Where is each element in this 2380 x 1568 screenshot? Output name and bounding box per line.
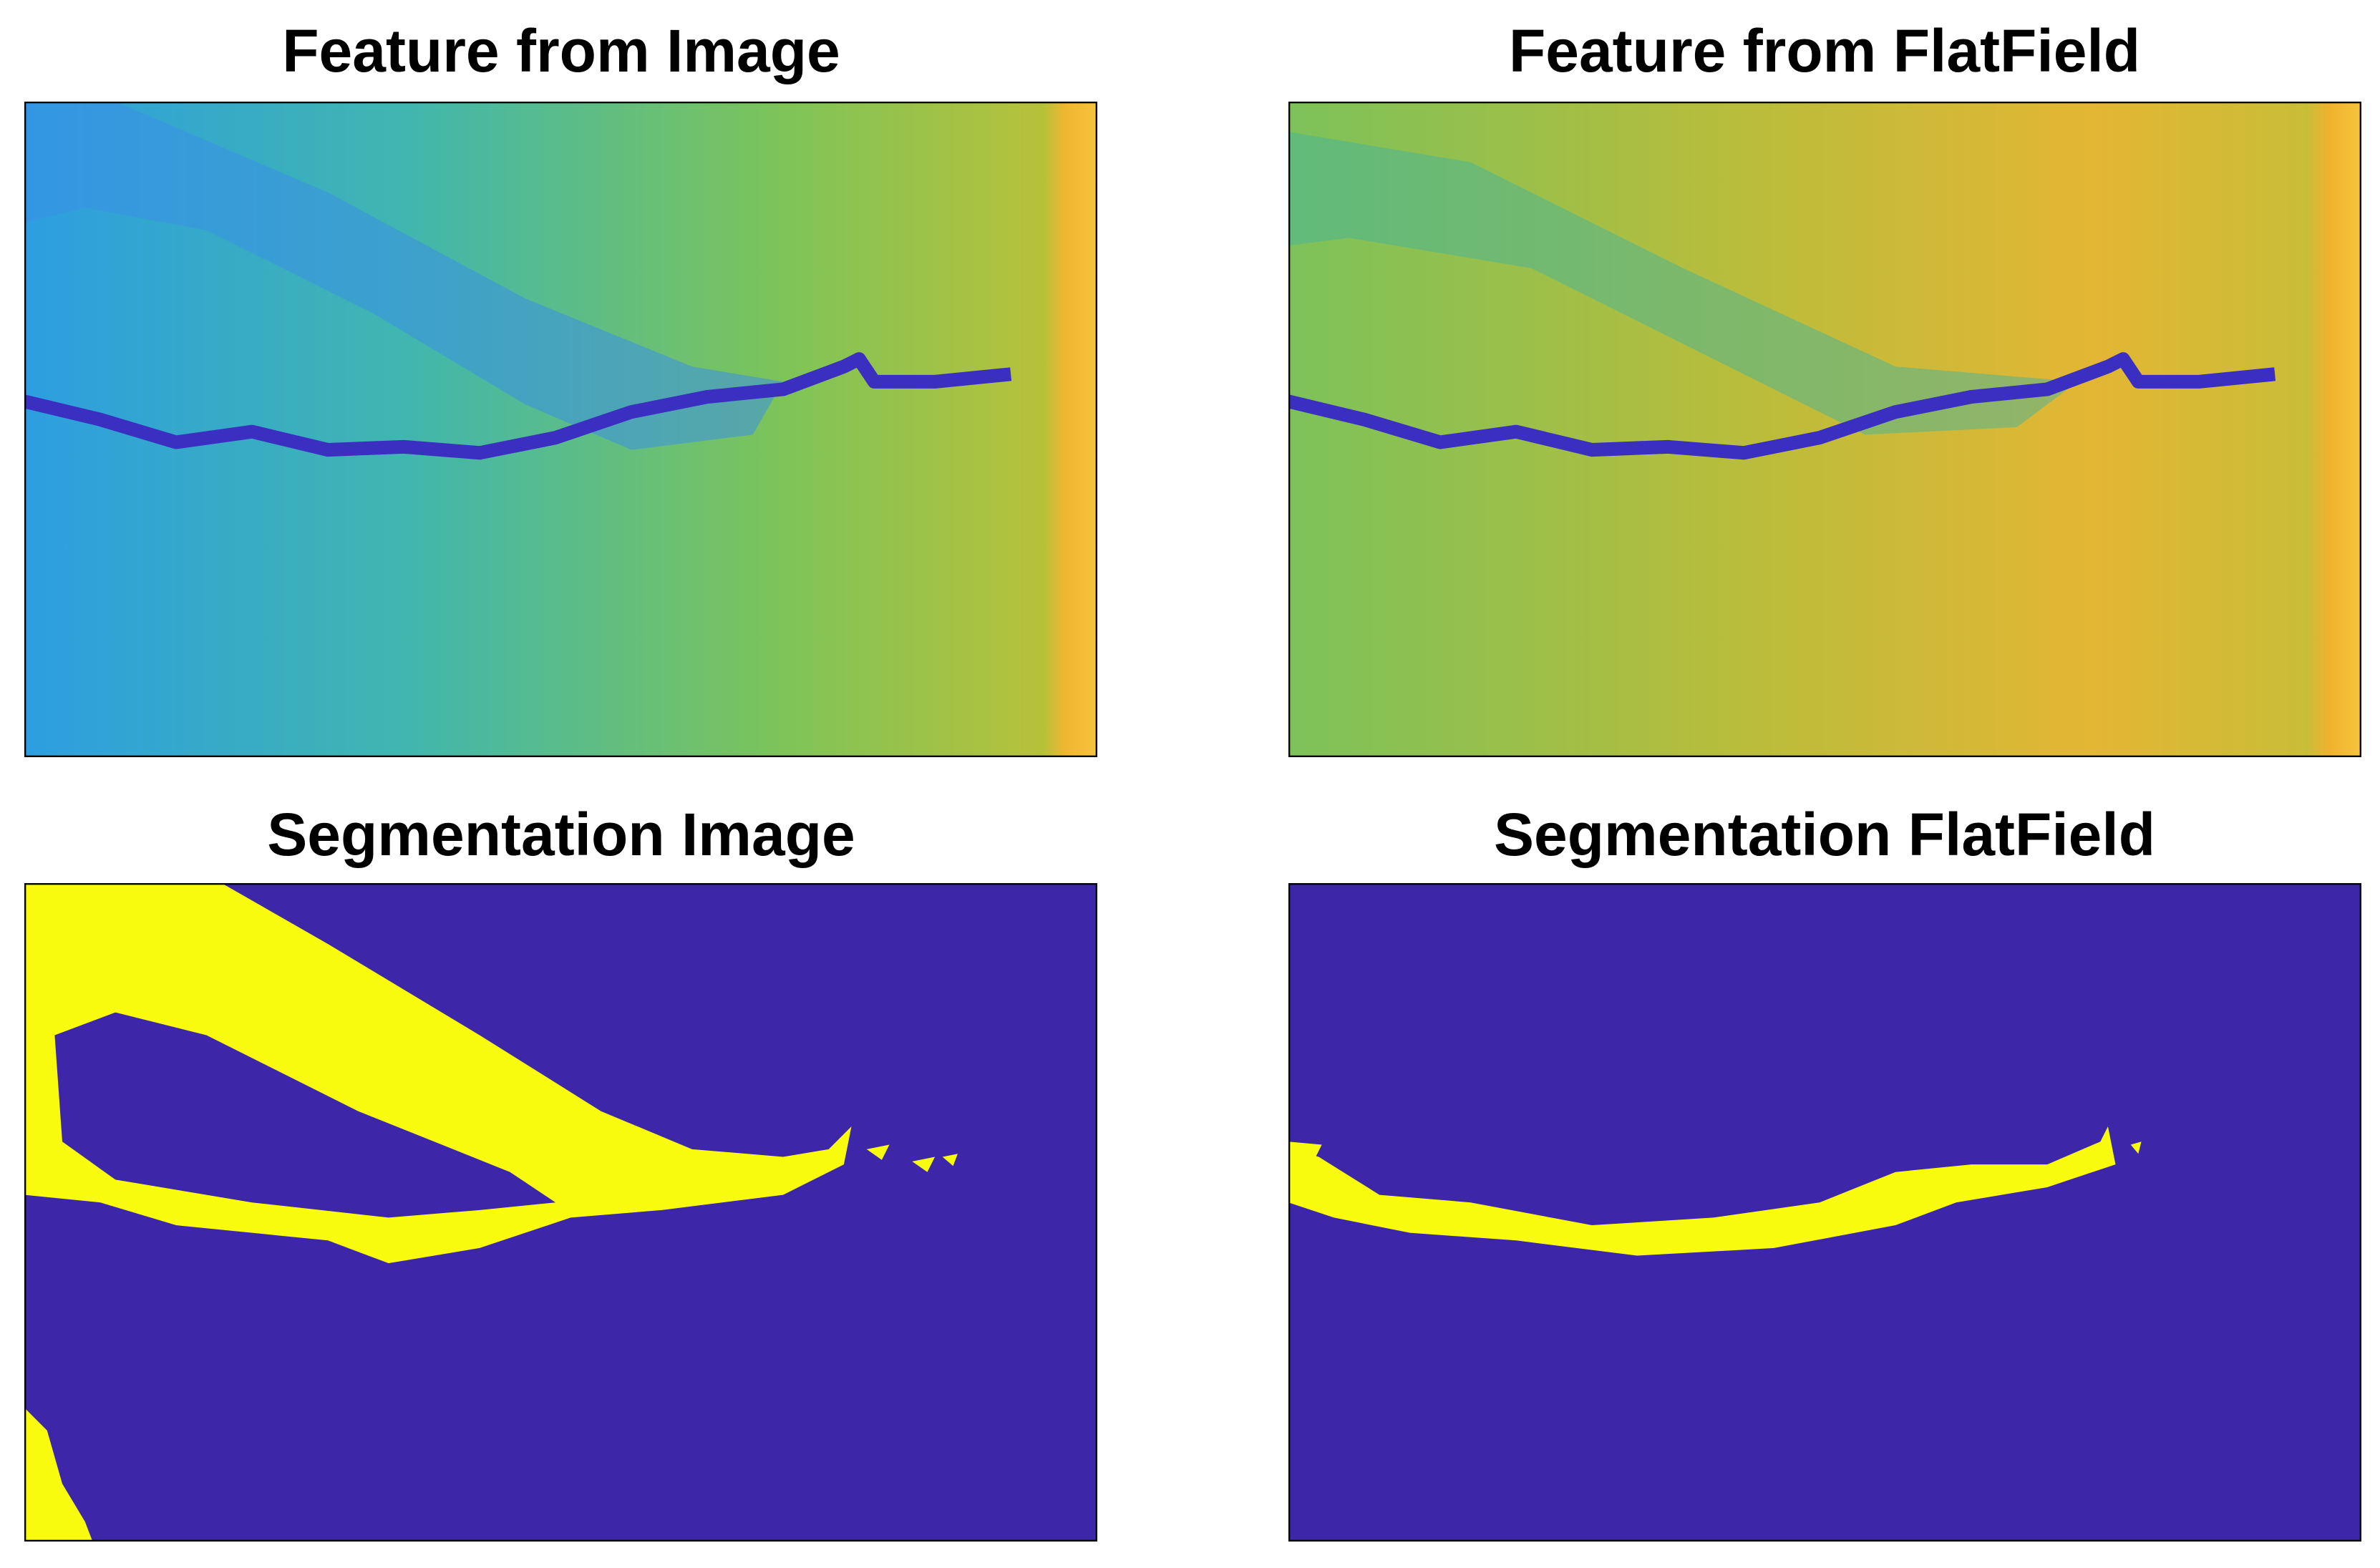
panel-title: Feature from Image — [282, 17, 840, 84]
panel-title: Segmentation Image — [267, 801, 855, 868]
segmentation-flatfield — [1288, 883, 2361, 1542]
segmentation-image — [24, 883, 1097, 1542]
panel-title: Feature from FlatField — [1509, 17, 2140, 84]
feature-flatfield — [1288, 102, 2361, 757]
panel-title: Segmentation FlatField — [1494, 801, 2155, 868]
feature-image — [24, 102, 1097, 757]
